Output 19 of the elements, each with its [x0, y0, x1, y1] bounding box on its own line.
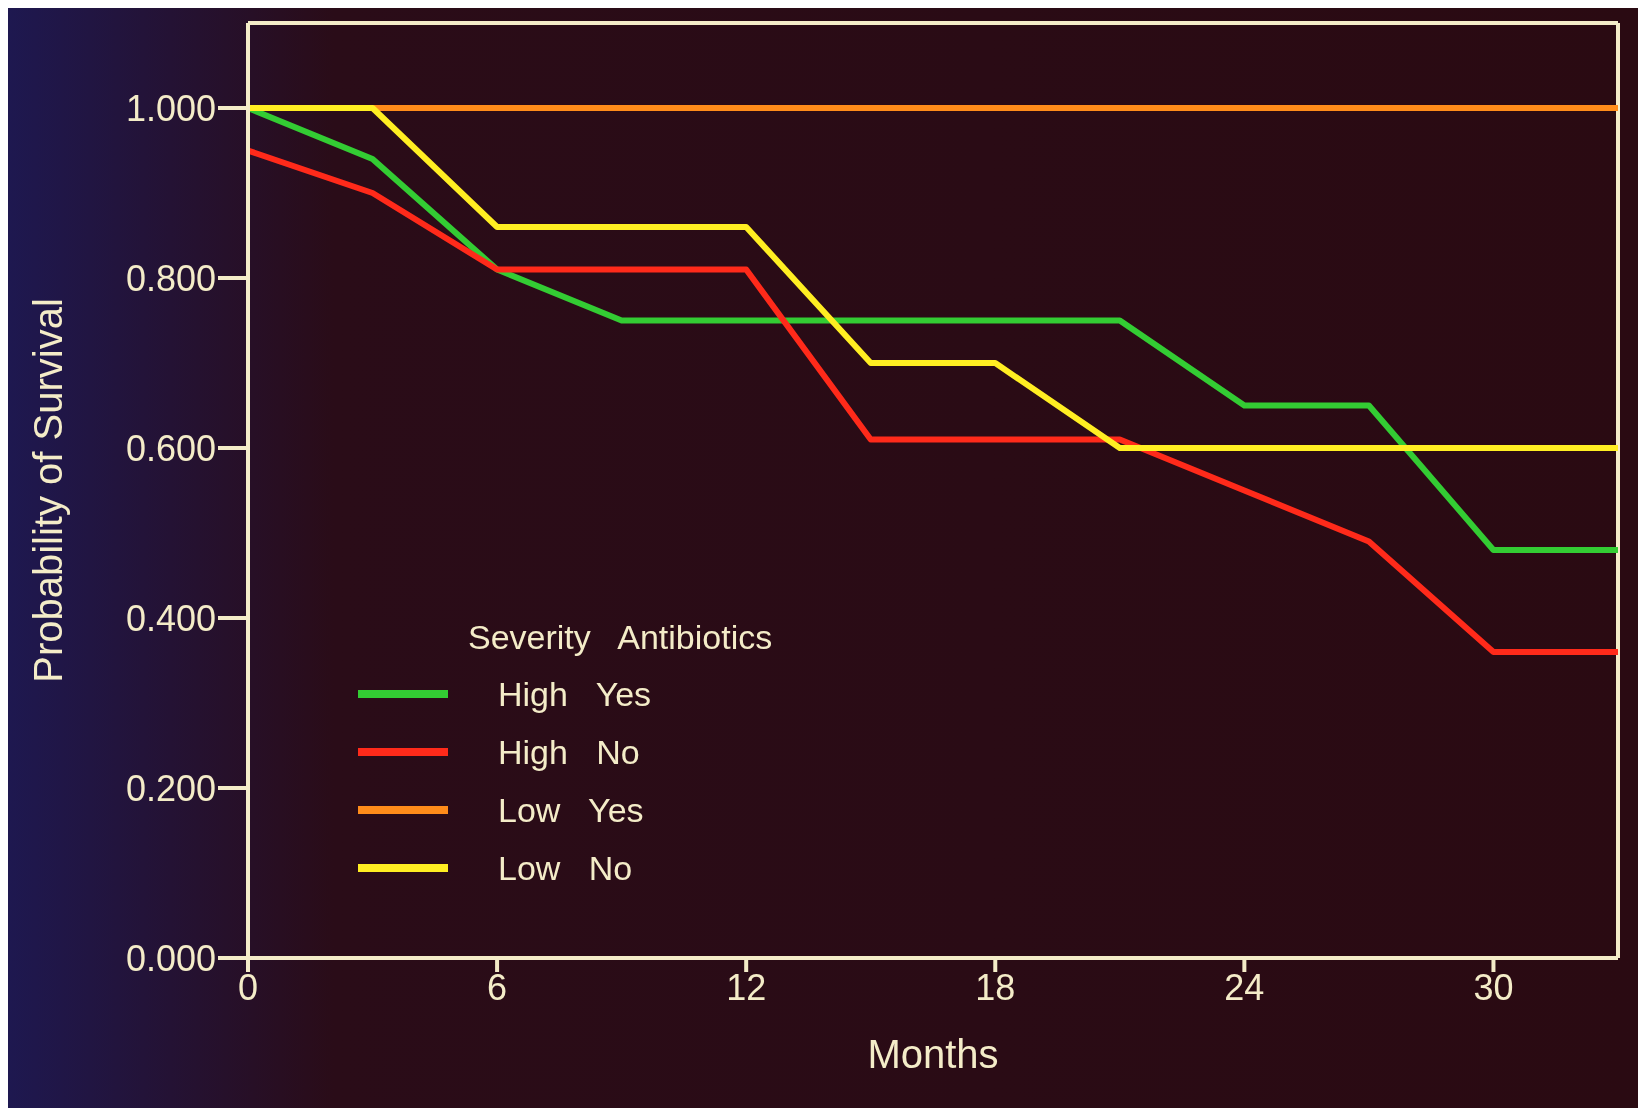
- x-tick-label: 6: [487, 966, 508, 1008]
- x-axis-title: Months: [867, 1032, 999, 1076]
- x-tick-label: 0: [237, 966, 259, 1008]
- y-axis-title: Probability of Survival: [26, 298, 71, 683]
- y-tick-label: 0.400: [125, 597, 216, 639]
- x-tick-label: 24: [1224, 966, 1265, 1008]
- y-tick-label: 1.000: [125, 87, 216, 129]
- x-tick-label: 30: [1473, 966, 1514, 1008]
- x-tick-label: 12: [726, 966, 767, 1008]
- legend-label: Low Yes: [498, 790, 644, 830]
- y-tick-label: 0.600: [125, 427, 216, 469]
- y-tick-label: 0.800: [125, 257, 216, 299]
- y-tick-label: 0.200: [125, 767, 216, 809]
- legend-label: High Yes: [498, 674, 652, 714]
- legend-label: Low No: [498, 848, 633, 888]
- x-tick-label: 18: [975, 966, 1016, 1008]
- legend-label: High No: [498, 732, 640, 772]
- legend-title: Severity Antibiotics: [468, 618, 773, 657]
- y-tick-label: 0.000: [125, 937, 216, 979]
